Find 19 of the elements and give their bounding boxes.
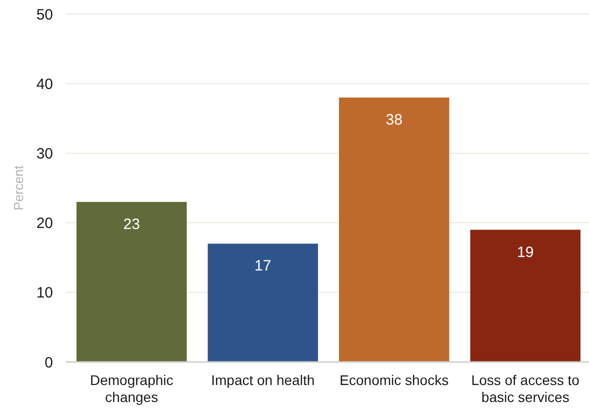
bar	[339, 98, 450, 362]
x-tick-label: Loss of access to basic services	[471, 372, 580, 405]
x-tick-label: Economic shocks	[340, 372, 449, 388]
data-label: 17	[254, 258, 272, 275]
data-label: 38	[386, 112, 402, 129]
data-label: 23	[123, 216, 140, 233]
y-tick-label: 0	[44, 354, 53, 372]
x-tick-label: Demographic changes	[90, 372, 174, 405]
y-tick-label: 20	[36, 215, 53, 232]
bar	[470, 230, 580, 362]
y-axis-title: Percent	[11, 165, 26, 210]
y-tick-label: 50	[36, 6, 53, 24]
y-tick-label: 30	[36, 145, 53, 162]
data-label: 19	[517, 244, 534, 261]
y-tick-label: 10	[36, 284, 53, 302]
x-tick-label: Impact on health	[211, 372, 315, 388]
bar	[208, 244, 318, 362]
y-tick-label: 40	[36, 76, 53, 93]
bar	[76, 202, 187, 362]
